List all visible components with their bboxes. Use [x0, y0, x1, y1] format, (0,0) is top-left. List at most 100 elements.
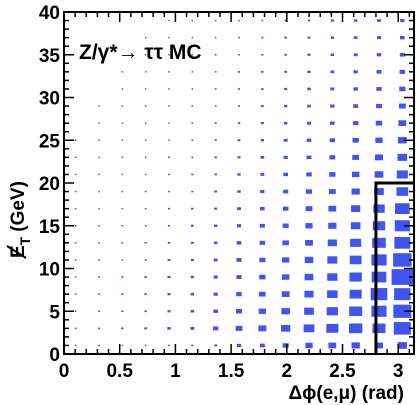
heatmap-bin [374, 188, 384, 196]
heatmap-bin [375, 120, 383, 126]
x-tick-label: 0.5 [106, 361, 133, 382]
selection-box [374, 181, 414, 354]
heatmap-bin [121, 225, 124, 227]
heatmap-bin [74, 225, 77, 227]
heatmap-bin [349, 255, 362, 265]
heatmap-bin [398, 120, 407, 127]
heatmap-bin [74, 242, 77, 244]
heatmap-bin [350, 238, 362, 247]
heatmap-bin [376, 53, 382, 57]
heatmap-bin [98, 225, 100, 227]
heatmap-bin [305, 239, 313, 246]
heatmap-bin [144, 276, 147, 278]
heatmap-bin [259, 240, 266, 245]
heatmap-bin [98, 139, 100, 141]
heatmap-bin [236, 258, 242, 262]
annotation-label: Z/γ*→ ττ MC [79, 41, 202, 64]
heatmap-bin [144, 242, 147, 244]
heatmap-bin [191, 139, 194, 141]
heatmap-bin [191, 156, 194, 159]
heatmap-bin [168, 36, 170, 39]
heatmap-bin [259, 343, 265, 348]
heatmap-bin [168, 71, 170, 73]
heatmap-bin [349, 272, 362, 282]
heatmap-bin [238, 36, 240, 39]
heatmap-bin [190, 224, 194, 227]
y-tick-label: 0 [49, 345, 60, 366]
heatmap-bin [98, 190, 100, 193]
heatmap-bin [329, 138, 335, 143]
heatmap-bin [191, 190, 194, 193]
heatmap-bin [214, 19, 217, 22]
y-axis-title-sub: T [17, 236, 33, 245]
heatmap-bin [399, 52, 405, 57]
heatmap-bin [74, 293, 77, 295]
heatmap-bin [168, 19, 170, 22]
heatmap-bin [259, 274, 266, 280]
heatmap-bin [144, 105, 147, 107]
heatmap-bin [354, 19, 358, 22]
heatmap-bin [237, 71, 241, 73]
heatmap-bin [121, 310, 124, 313]
heatmap-bin [213, 326, 219, 331]
heatmap-bin [121, 207, 124, 210]
heatmap-bin [167, 310, 171, 313]
heatmap-bin [351, 188, 360, 195]
heatmap-bin [214, 139, 217, 142]
heatmap-bin [259, 223, 265, 228]
heatmap-bin [306, 138, 312, 142]
heatmap-bin [191, 71, 194, 73]
heatmap-bin [374, 342, 384, 349]
heatmap-bin [144, 344, 147, 347]
heatmap-bin [237, 207, 241, 211]
heatmap-bin [393, 253, 412, 267]
heatmap-bin [371, 254, 387, 266]
y-tick-label: 35 [39, 46, 61, 67]
y-axis-title-text: ET (GeV) [8, 181, 33, 258]
heatmap-bin [190, 241, 194, 244]
heatmap-bin [282, 223, 289, 228]
heatmap-bin [261, 53, 264, 56]
heatmap-bin [352, 154, 360, 160]
heatmap-bin [326, 307, 338, 316]
heatmap-bin [304, 273, 314, 281]
heatmap-bin [168, 88, 170, 90]
heatmap-bin [214, 224, 218, 227]
heatmap-bin [74, 173, 77, 176]
heatmap-bin [330, 121, 335, 125]
heatmap-bin [400, 35, 405, 40]
heatmap-bin [144, 259, 147, 261]
heatmap-bin [74, 344, 77, 347]
heatmap-bin [351, 205, 361, 213]
y-tick-label: 5 [49, 302, 60, 323]
heatmap-bin [260, 139, 264, 142]
x-tick-label: 2 [282, 361, 293, 382]
heatmap-bin [144, 71, 147, 73]
heatmap-bin [307, 70, 311, 74]
heatmap-bin [191, 105, 194, 107]
heatmap-bin [353, 104, 359, 108]
heatmap-bin [376, 87, 382, 91]
heatmap-bin [398, 103, 406, 109]
heatmap-bin [306, 121, 312, 125]
heatmap-bin [237, 88, 241, 90]
heatmap-bin [353, 53, 358, 57]
x-tick-label: 1 [170, 361, 181, 382]
heatmap-bin [98, 156, 100, 159]
heatmap-bin [371, 305, 387, 317]
heatmap-bin [144, 327, 148, 330]
heatmap-bin [397, 153, 408, 161]
heatmap-bin [235, 325, 243, 331]
heatmap-bin [74, 156, 77, 159]
heatmap-bin [282, 257, 290, 263]
heatmap-bin [144, 36, 147, 39]
heatmap-bin [261, 19, 264, 22]
heatmap-bin [98, 173, 100, 176]
heatmap-bin [349, 289, 362, 299]
heatmap-bin [260, 155, 265, 159]
heatmap-bin [237, 156, 241, 159]
heatmap-bin [283, 155, 288, 159]
heatmap-bin [396, 170, 408, 179]
heatmap-bin [397, 137, 407, 144]
y-axis-title-unit: (GeV) [8, 181, 29, 232]
